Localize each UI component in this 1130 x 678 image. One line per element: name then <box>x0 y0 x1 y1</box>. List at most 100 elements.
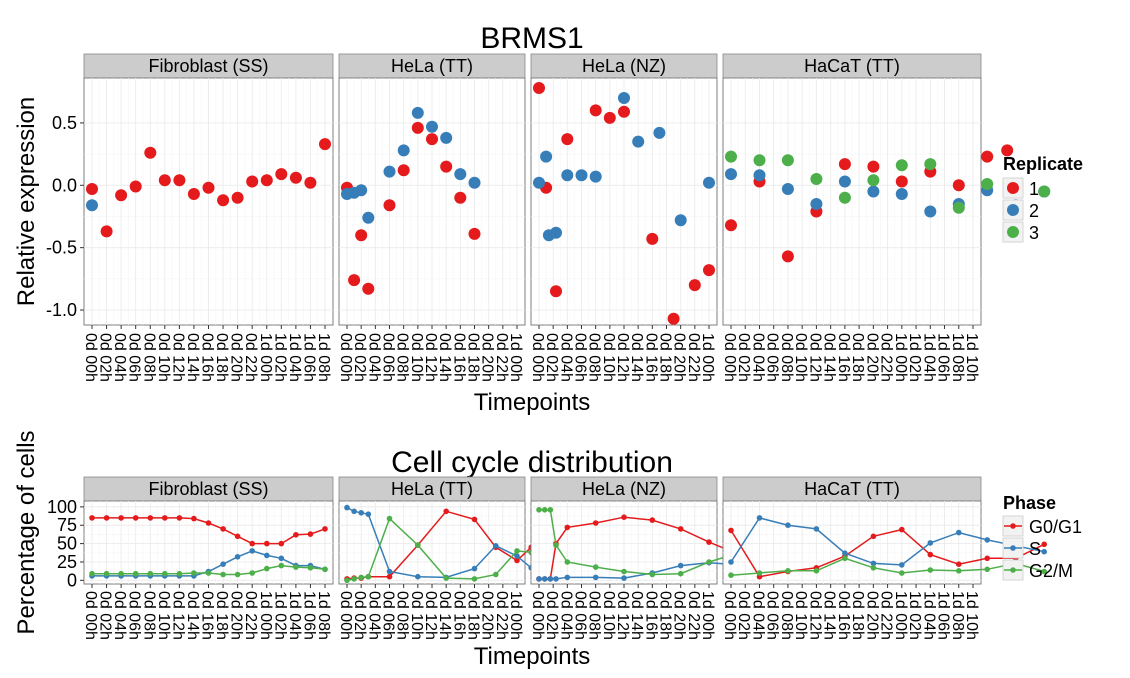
data-point <box>440 131 453 144</box>
x-tick-label: 0d 08h <box>778 333 795 382</box>
data-point <box>234 554 241 560</box>
data-point <box>813 568 820 574</box>
data-point <box>667 312 680 325</box>
data-point <box>191 515 197 522</box>
x-tick-label: 1d 06h <box>935 591 952 640</box>
x-tick-label: 0d 18h <box>465 591 482 640</box>
data-point <box>813 526 820 532</box>
data-point <box>981 178 994 190</box>
x-tick-label: 0d 20h <box>479 591 496 640</box>
data-point <box>144 146 157 159</box>
data-point <box>756 515 763 521</box>
x-tick-label: 0d 14h <box>628 333 645 382</box>
x-tick-label: 0d 18h <box>657 591 674 640</box>
data-point <box>674 214 687 227</box>
x-tick-label: 0d 00h <box>721 333 738 382</box>
legend-label: G2/M <box>1029 561 1073 581</box>
data-point <box>1041 541 1047 548</box>
data-point <box>541 507 548 513</box>
data-point <box>867 185 880 198</box>
legend-point <box>1010 567 1016 573</box>
facet-strip-label: HeLa (TT) <box>391 479 473 499</box>
x-tick-label: 0d 02h <box>351 333 368 382</box>
data-point <box>895 188 908 200</box>
x-tick-label: 1d 02h <box>906 333 923 382</box>
data-point <box>220 561 226 567</box>
data-point <box>728 527 734 534</box>
x-tick-label: 0d 06h <box>764 591 781 640</box>
x-tick-label: 0d 08h <box>778 591 795 640</box>
x-tick-label: 0d 00h <box>529 591 546 640</box>
data-point <box>561 133 574 146</box>
data-point <box>362 282 375 295</box>
data-point <box>307 531 314 537</box>
data-point <box>173 174 186 187</box>
x-tick-label: 0d 16h <box>199 333 216 382</box>
x-tick-label: 1d 04h <box>920 333 937 382</box>
facet-strip <box>530 476 718 502</box>
x-tick-label: 0d 16h <box>199 591 216 640</box>
x-tick-label: 0d 08h <box>586 591 603 640</box>
data-point <box>471 576 478 582</box>
x-tick-label: 0d 00h <box>529 333 546 382</box>
x-tick-label: 0d 10h <box>600 591 617 640</box>
data-point <box>870 560 877 567</box>
data-point <box>564 559 571 565</box>
x-tick-label: 0d 16h <box>642 591 659 640</box>
facet-strip-label: HeLa (NZ) <box>582 56 666 76</box>
x-tick-label: 1d 02h <box>271 591 288 640</box>
data-point <box>870 565 877 571</box>
data-point <box>264 552 270 559</box>
data-point <box>351 576 357 582</box>
legend-point <box>1007 182 1019 194</box>
x-tick-label: 0d 02h <box>351 591 368 640</box>
data-point <box>264 565 270 572</box>
data-point <box>249 540 255 547</box>
x-tick-label: 0d 06h <box>380 333 397 382</box>
x-tick-label: 1d 00h <box>699 333 716 382</box>
x-tick-label: 0d 04h <box>111 333 128 382</box>
data-point <box>278 555 285 562</box>
facet-strip-label: Fibroblast (SS) <box>148 479 268 499</box>
x-tick-label: 0d 04h <box>365 333 382 382</box>
y-tick-label: 75 <box>57 515 77 535</box>
x-tick-label: 1d 10h <box>963 333 980 382</box>
data-point <box>493 543 499 549</box>
data-point <box>454 168 467 181</box>
x-tick-label: 0d 12h <box>614 591 631 640</box>
data-point <box>162 570 168 577</box>
data-point <box>706 539 712 545</box>
data-point <box>147 515 154 521</box>
data-point <box>355 184 368 197</box>
data-point <box>540 150 553 163</box>
x-tick-label: 0d 04h <box>111 591 128 640</box>
x-tick-label: 0d 04h <box>557 333 574 382</box>
data-point <box>632 135 645 148</box>
data-point <box>533 176 545 189</box>
facet-strip <box>722 476 982 502</box>
cell-cycle-chart: Cell cycle distribution Fibroblast (SS) 0d… <box>13 430 1082 670</box>
data-point <box>553 576 559 582</box>
x-tick-label: 0d 02h <box>735 333 752 382</box>
data-point <box>564 574 571 581</box>
x-tick-label: 0d 16h <box>835 333 852 382</box>
data-point <box>260 174 273 187</box>
data-point <box>397 144 410 157</box>
data-point <box>386 568 393 575</box>
x-tick-label: 0d 14h <box>821 591 838 640</box>
data-point <box>541 576 548 582</box>
data-point <box>275 168 288 181</box>
data-point <box>187 188 200 200</box>
data-point <box>895 159 908 172</box>
data-point <box>358 574 365 581</box>
y-tick-label: 50 <box>57 534 77 554</box>
x-tick-label: 0d 04h <box>749 591 766 640</box>
x-tick-label: 0d 00h <box>721 591 738 640</box>
x-tick-label: 0d 12h <box>422 591 439 640</box>
x-tick-label: 1d 08h <box>949 591 966 640</box>
x-tick-label: 0d 16h <box>642 333 659 382</box>
x-tick-label: 1d 00h <box>257 591 274 640</box>
x-tick-label: 0d 00h <box>337 591 354 640</box>
